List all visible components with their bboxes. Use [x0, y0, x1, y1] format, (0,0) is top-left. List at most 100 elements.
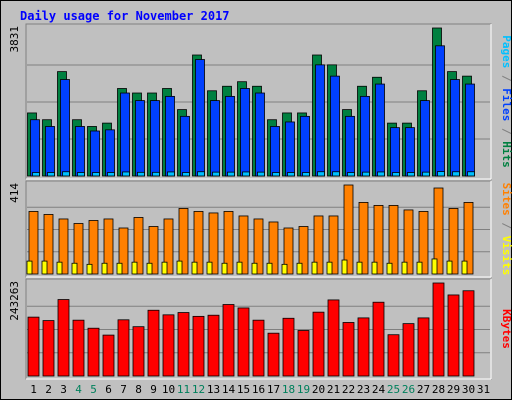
kbytes-bar: [102, 334, 115, 377]
day-label: 6: [105, 383, 112, 396]
sites-bar: [448, 208, 459, 275]
series-label-part: KBytes: [500, 309, 512, 349]
series-label-part: Files: [500, 88, 512, 121]
files-bar: [90, 130, 100, 177]
files-bar: [315, 64, 325, 177]
files-bar: [180, 115, 190, 177]
files-bar: [105, 129, 115, 177]
sites-bar: [58, 218, 69, 275]
visits-bar: [146, 262, 153, 275]
pages-bar: [32, 172, 40, 177]
day-label: 21: [327, 383, 340, 396]
day-label: 8: [135, 383, 142, 396]
visits-bar: [206, 261, 213, 275]
files-bar: [345, 115, 355, 177]
files-bar: [390, 127, 400, 177]
pages-bar: [287, 172, 295, 177]
panel-max-label: 414: [8, 183, 21, 203]
visits-bar: [191, 261, 198, 275]
files-bar: [135, 100, 145, 177]
kbytes-bar: [462, 290, 475, 377]
files-bar: [225, 95, 235, 177]
visits-bar: [446, 260, 453, 275]
kbytes-bar: [447, 294, 460, 377]
files-bar: [240, 88, 250, 177]
sites-bar: [223, 211, 234, 275]
day-label: 5: [90, 383, 97, 396]
kbytes-bar: [147, 309, 160, 377]
files-bar: [165, 95, 175, 177]
kbytes-bar: [387, 334, 400, 377]
day-label: 23: [357, 383, 370, 396]
visits-bar: [401, 261, 408, 275]
visits-bar: [56, 261, 63, 275]
files-bar: [300, 115, 310, 177]
hits-panel: 3831 Pages / Files / Hits: [8, 23, 512, 180]
sites-bar: [358, 202, 369, 275]
panel-max-label: 3831: [8, 26, 21, 53]
sites-bar: [463, 202, 474, 275]
pages-bar: [272, 172, 280, 177]
kbytes-bar: [207, 314, 220, 377]
day-label: 10: [162, 383, 175, 396]
files-bar: [30, 119, 40, 177]
series-label-part: Sites: [500, 183, 512, 216]
files-bar: [210, 100, 220, 177]
files-bar: [465, 83, 475, 177]
sites-bar: [433, 187, 444, 275]
files-bar: [120, 92, 130, 177]
visits-bar: [101, 262, 108, 275]
day-label: 24: [372, 383, 386, 396]
series-label-part: Hits: [500, 141, 512, 168]
pages-bar: [212, 171, 220, 177]
pages-bar: [197, 171, 205, 177]
visits-bar: [86, 263, 93, 275]
pages-bar: [167, 171, 175, 177]
pages-bar: [152, 171, 160, 177]
pages-bar: [437, 171, 445, 177]
visits-bar: [161, 261, 168, 275]
panel-series-label: Sites / Visits: [500, 183, 512, 276]
pages-bar: [362, 171, 370, 177]
day-label: 27: [417, 383, 430, 396]
files-bar: [255, 92, 265, 177]
pages-bar: [377, 171, 385, 177]
kbytes-bar: [357, 317, 370, 377]
visits-bar: [326, 261, 333, 275]
sites-bar: [253, 218, 264, 275]
visits-bar: [281, 263, 288, 275]
pages-bar: [107, 172, 115, 177]
visits-bar: [26, 260, 33, 275]
pages-bar: [407, 172, 415, 177]
kbytes-bar: [237, 307, 250, 377]
kbytes-bar: [222, 304, 235, 377]
kbytes-bar: [117, 319, 130, 377]
kbytes-bar: [42, 320, 55, 377]
sites-bar: [268, 221, 279, 275]
pages-bar: [62, 171, 70, 177]
day-label: 26: [402, 383, 415, 396]
files-bar: [360, 95, 370, 177]
pages-bar: [242, 171, 250, 177]
day-label: 11: [177, 383, 190, 396]
visits-bar: [431, 258, 438, 275]
files-bar: [450, 79, 460, 177]
day-label: 30: [462, 383, 475, 396]
sites-bar: [373, 205, 384, 275]
panel-series-label: KBytes: [500, 309, 512, 349]
files-bar: [195, 59, 205, 177]
sites-bar: [343, 184, 354, 275]
visits-bar: [116, 262, 123, 275]
files-bar: [420, 100, 430, 177]
pages-bar: [47, 172, 55, 177]
files-bar: [330, 75, 340, 177]
sites-bar: [403, 209, 414, 275]
series-label-part: /: [500, 121, 512, 141]
pages-bar: [302, 172, 310, 177]
day-label: 19: [297, 383, 310, 396]
pages-bar: [392, 172, 400, 177]
day-label: 13: [207, 383, 220, 396]
series-label-part: /: [500, 216, 512, 236]
sites-bar: [178, 208, 189, 275]
